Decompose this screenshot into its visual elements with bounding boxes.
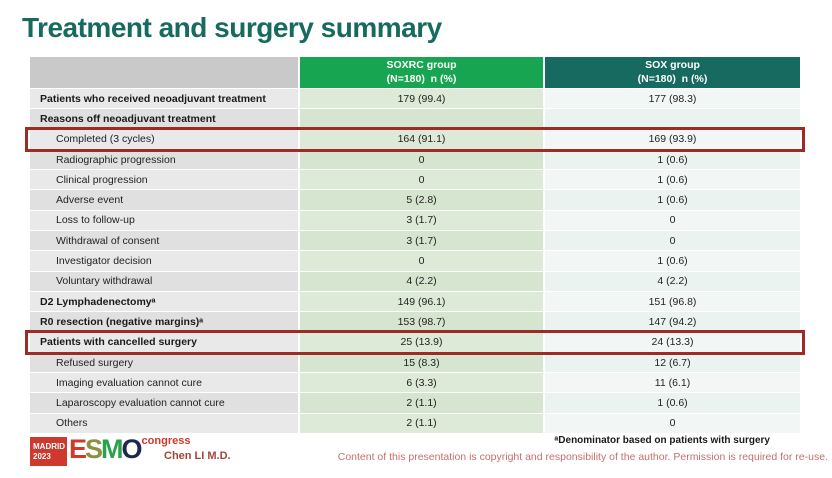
row-label: Laparoscopy evaluation cannot cure	[30, 393, 298, 413]
soxrc-value: 153 (98.7)	[300, 312, 543, 332]
sox-value: 12 (6.7)	[545, 352, 800, 373]
table-row: Investigator decision 0 1 (0.6)	[30, 251, 800, 271]
table-row: Clinical progression 0 1 (0.6)	[30, 170, 800, 190]
esmo-congress-logo: MADRID 2023 ESMO congress	[30, 434, 191, 466]
sox-value	[545, 109, 800, 129]
soxrc-value: 0	[300, 149, 543, 170]
row-label: Refused surgery	[30, 352, 298, 373]
sox-value: 0	[545, 231, 800, 251]
row-label: Imaging evaluation cannot cure	[30, 373, 298, 393]
row-label: Clinical progression	[30, 170, 298, 190]
soxrc-group-name: SOXRC group	[386, 58, 457, 71]
sox-value: 1 (0.6)	[545, 393, 800, 413]
row-label: Patients who received neoadjuvant treatm…	[30, 89, 298, 109]
year-label: 2023	[33, 451, 51, 461]
sox-value: 1 (0.6)	[545, 190, 800, 210]
soxrc-group-n: (N=180) n (%)	[386, 72, 457, 85]
table-row: Adverse event 5 (2.8) 1 (0.6)	[30, 190, 800, 210]
row-label: Reasons off neoadjuvant treatment	[30, 109, 298, 129]
table-row: Others 2 (1.1) 0	[30, 413, 800, 434]
table-row: Withdrawal of consent 3 (1.7) 0	[30, 231, 800, 251]
table-row: R0 resection (negative margins)ᵃ 153 (98…	[30, 312, 800, 332]
presenter-name: Chen LI M.D.	[164, 450, 231, 462]
soxrc-value: 149 (96.1)	[300, 291, 543, 312]
table-row-highlighted: Completed (3 cycles) 164 (91.1) 169 (93.…	[25, 126, 805, 153]
sox-value: 147 (94.2)	[545, 312, 800, 332]
soxrc-value: 5 (2.8)	[300, 190, 543, 210]
madrid-label: MADRID	[33, 442, 65, 452]
sox-value: 1 (0.6)	[545, 149, 800, 170]
esmo-letter-e: E	[69, 434, 87, 464]
table-row: Voluntary withdrawal 4 (2.2) 4 (2.2)	[30, 271, 800, 291]
table-row: Radiographic progression 0 1 (0.6)	[30, 149, 800, 170]
esmo-letter-m: M	[101, 434, 123, 464]
esmo-letter-o: O	[121, 434, 143, 464]
soxrc-value: 0	[300, 170, 543, 190]
table-row: Imaging evaluation cannot cure 6 (3.3) 1…	[30, 373, 800, 393]
soxrc-value: 15 (8.3)	[300, 352, 543, 373]
table-row: Laparoscopy evaluation cannot cure 2 (1.…	[30, 393, 800, 413]
soxrc-value: 0	[300, 251, 543, 271]
row-label: Patients with cancelled surgery	[30, 332, 298, 352]
soxrc-value: 3 (1.7)	[300, 231, 543, 251]
sox-group-n: (N=180) n (%)	[637, 72, 708, 85]
sox-group-name: SOX group	[645, 58, 700, 71]
soxrc-value	[300, 109, 543, 129]
sox-value: 11 (6.1)	[545, 373, 800, 393]
header-soxrc-group: SOXRC group (N=180) n (%)	[300, 57, 543, 88]
sox-value: 1 (0.6)	[545, 170, 800, 190]
table-header-row: SOXRC group (N=180) n (%) SOX group (N=1…	[30, 57, 800, 88]
soxrc-value: 25 (13.9)	[300, 332, 543, 352]
row-label: Completed (3 cycles)	[30, 129, 298, 149]
sox-value: 151 (96.8)	[545, 291, 800, 312]
row-label: Voluntary withdrawal	[30, 271, 298, 291]
soxrc-value: 2 (1.1)	[300, 393, 543, 413]
soxrc-value: 2 (1.1)	[300, 413, 543, 434]
sox-value: 169 (93.9)	[545, 129, 800, 149]
esmo-wordmark: ESMO	[69, 434, 143, 464]
row-label: D2 Lymphadenectomyᵃ	[30, 291, 298, 312]
table-row: Patients who received neoadjuvant treatm…	[30, 89, 800, 109]
table-row: D2 Lymphadenectomyᵃ 149 (96.1) 151 (96.8…	[30, 291, 800, 312]
header-sox-group: SOX group (N=180) n (%)	[545, 57, 800, 88]
row-label: Others	[30, 413, 298, 434]
soxrc-value: 4 (2.2)	[300, 271, 543, 291]
sox-value: 177 (98.3)	[545, 89, 800, 109]
sox-value: 1 (0.6)	[545, 251, 800, 271]
soxrc-value: 3 (1.7)	[300, 210, 543, 231]
header-label-cell	[30, 57, 298, 88]
row-label: R0 resection (negative margins)ᵃ	[30, 312, 298, 332]
row-label: Investigator decision	[30, 251, 298, 271]
table-footnote: ᵃDenominator based on patients with surg…	[554, 435, 770, 446]
table-row: Refused surgery 15 (8.3) 12 (6.7)	[30, 352, 800, 373]
esmo-letter-s: S	[85, 434, 103, 464]
madrid-2023-badge: MADRID 2023	[30, 437, 67, 466]
soxrc-value: 164 (91.1)	[300, 129, 543, 149]
row-label: Radiographic progression	[30, 149, 298, 170]
row-label: Withdrawal of consent	[30, 231, 298, 251]
table-row-highlighted: Patients with cancelled surgery 25 (13.9…	[25, 329, 805, 356]
table-row: Loss to follow-up 3 (1.7) 0	[30, 210, 800, 231]
copyright-notice: Content of this presentation is copyrigh…	[337, 451, 828, 463]
congress-label: congress	[141, 435, 191, 447]
row-label: Loss to follow-up	[30, 210, 298, 231]
sox-value: 24 (13.3)	[545, 332, 800, 352]
sox-value: 4 (2.2)	[545, 271, 800, 291]
soxrc-value: 6 (3.3)	[300, 373, 543, 393]
soxrc-value: 179 (99.4)	[300, 89, 543, 109]
row-label: Adverse event	[30, 190, 298, 210]
sox-value: 0	[545, 413, 800, 434]
summary-table: SOXRC group (N=180) n (%) SOX group (N=1…	[25, 57, 805, 434]
slide-title: Treatment and surgery summary	[22, 12, 442, 43]
sox-value: 0	[545, 210, 800, 231]
table-row: Reasons off neoadjuvant treatment	[30, 109, 800, 129]
